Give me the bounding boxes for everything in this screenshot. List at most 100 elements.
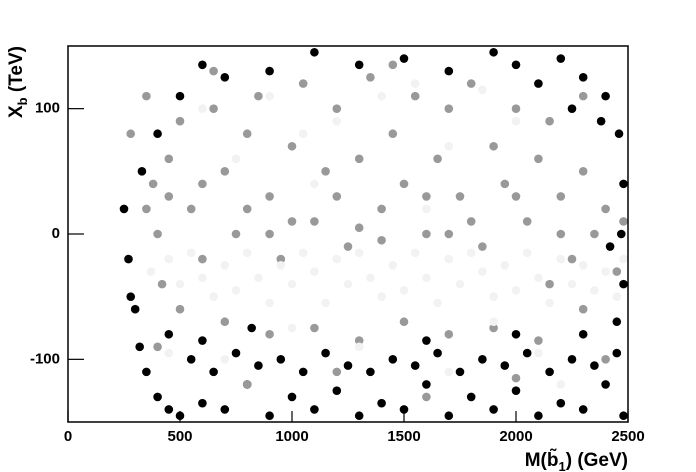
point <box>534 336 543 345</box>
x-tick-label: 2500 <box>611 428 644 445</box>
point <box>242 380 252 389</box>
point <box>186 204 196 214</box>
point <box>231 348 241 358</box>
point <box>399 317 409 327</box>
point <box>130 304 140 314</box>
point <box>343 279 353 289</box>
point <box>399 179 409 189</box>
point <box>534 348 543 358</box>
point <box>157 279 167 289</box>
point <box>198 254 207 264</box>
point <box>220 73 230 82</box>
point <box>377 292 386 301</box>
point <box>578 329 588 339</box>
point <box>310 217 319 226</box>
point <box>500 261 510 270</box>
point <box>354 248 364 258</box>
point <box>310 267 319 276</box>
point <box>209 292 218 301</box>
point <box>399 286 409 295</box>
point <box>332 367 342 377</box>
point <box>354 223 364 233</box>
point <box>142 91 151 101</box>
x-label-part: M( <box>525 450 548 471</box>
point <box>612 292 622 301</box>
x-tick-label: 500 <box>167 428 192 445</box>
point <box>578 304 588 314</box>
point <box>298 129 308 139</box>
x-tick-label: 1000 <box>275 428 308 445</box>
point <box>175 279 185 289</box>
point <box>567 279 577 289</box>
point <box>444 229 454 239</box>
y-label-symbol: X <box>6 105 27 118</box>
point <box>220 167 230 176</box>
point <box>433 348 442 358</box>
point <box>399 54 409 63</box>
point <box>534 411 543 421</box>
point <box>601 380 610 389</box>
point <box>276 261 286 270</box>
point <box>522 348 532 358</box>
point <box>534 154 543 164</box>
point <box>366 273 375 283</box>
x-axis-label: M(b̃1) (GeV) <box>525 448 628 472</box>
point <box>422 273 431 283</box>
point <box>444 367 454 377</box>
point <box>220 355 230 364</box>
point <box>265 192 274 201</box>
point <box>148 179 158 189</box>
point <box>478 355 487 364</box>
point <box>466 217 476 226</box>
point <box>567 104 577 113</box>
point <box>343 242 353 251</box>
point <box>489 405 498 414</box>
point <box>489 292 498 301</box>
point <box>354 60 364 70</box>
point <box>265 91 274 101</box>
point <box>590 361 599 370</box>
point <box>478 267 487 276</box>
point <box>332 192 342 201</box>
point <box>298 79 308 88</box>
point <box>135 342 144 352</box>
y-label-part: (TeV) <box>6 46 27 97</box>
point <box>556 254 566 264</box>
point <box>146 267 156 276</box>
point <box>455 279 465 289</box>
point <box>298 367 308 377</box>
point <box>422 336 431 345</box>
point <box>254 361 263 370</box>
point <box>534 79 543 88</box>
point <box>466 392 476 402</box>
point <box>247 323 256 333</box>
point <box>254 273 263 283</box>
point <box>343 361 353 370</box>
point <box>198 179 207 189</box>
point <box>619 254 628 264</box>
point <box>534 273 543 283</box>
point <box>511 104 521 113</box>
point <box>556 192 566 201</box>
point <box>164 154 174 164</box>
point <box>186 355 196 364</box>
point <box>265 66 274 76</box>
point <box>511 373 521 383</box>
point <box>366 367 375 377</box>
point <box>410 248 420 258</box>
point <box>265 411 274 421</box>
point <box>616 229 626 239</box>
point <box>265 329 274 339</box>
point <box>153 229 162 239</box>
point <box>377 204 386 214</box>
point <box>220 405 230 414</box>
point <box>220 261 230 270</box>
point <box>198 336 207 345</box>
point <box>231 286 241 295</box>
point <box>287 279 297 289</box>
point <box>287 141 297 151</box>
point <box>231 229 241 239</box>
point <box>478 85 487 95</box>
point <box>332 116 342 126</box>
point <box>153 392 162 402</box>
